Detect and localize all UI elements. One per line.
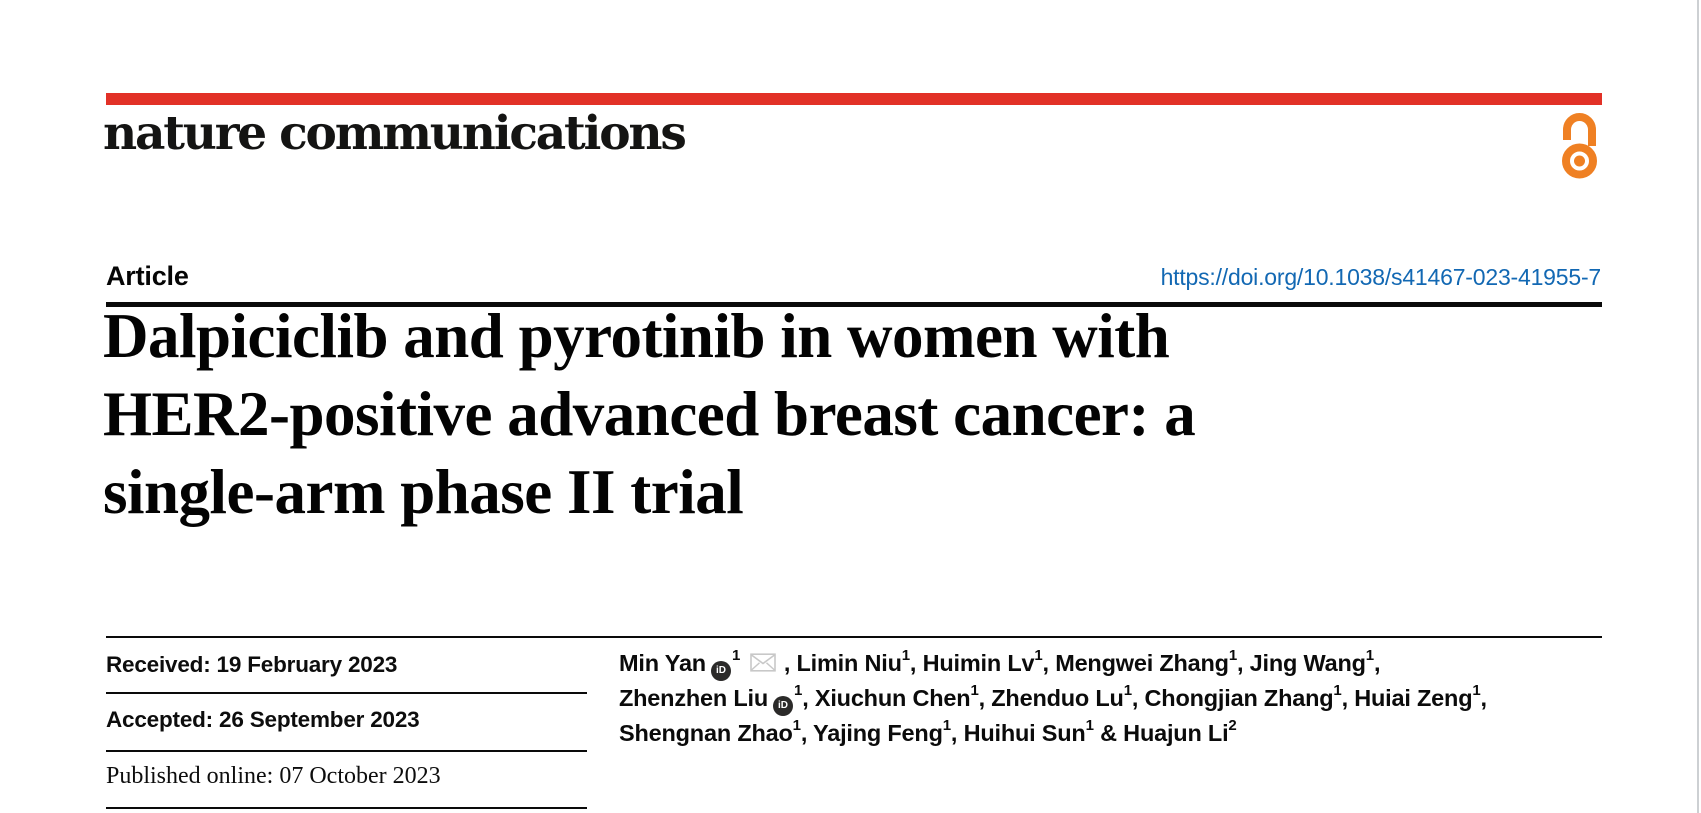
author-separator: , — [800, 720, 814, 746]
author-line: Min Yan iD1 , Limin Niu1, Huimin Lv1, Men… — [619, 646, 1619, 681]
affiliation-superscript: 1 — [1034, 647, 1043, 665]
affiliation-superscript: 1 — [1123, 682, 1132, 700]
title-line: single-arm phase II trial — [103, 457, 744, 527]
received-date: Received: 19 February 2023 — [106, 652, 398, 677]
accepted-date: Accepted: 26 September 2023 — [106, 707, 420, 732]
author-name: Zhenzhen Liu — [619, 685, 769, 711]
author-name: Jing Wang — [1249, 650, 1366, 676]
affiliation-superscript: 1 — [970, 682, 979, 700]
published-date: Published online: 07 October 2023 — [106, 763, 441, 789]
author-name: Zhenduo Lu — [991, 685, 1124, 711]
author-separator: , — [1042, 650, 1056, 676]
journal-wordmark: nature communications — [103, 106, 687, 161]
affiliation-superscript: 1 — [1085, 717, 1094, 735]
author-separator: , — [909, 650, 923, 676]
author-name: Min Yan — [619, 650, 706, 676]
author-name: Shengnan Zhao — [619, 720, 793, 746]
author-separator: , — [1237, 650, 1250, 676]
author-name: Yajing Feng — [813, 720, 943, 746]
affiliation-superscript: 1 — [731, 647, 741, 665]
author-name: Xiuchun Chen — [814, 685, 971, 711]
author-separator: , — [783, 650, 797, 676]
author-separator: , — [950, 720, 964, 746]
affiliation-superscript: 1 — [1472, 682, 1481, 700]
affiliation-superscript: 1 — [792, 717, 801, 735]
brand-bar — [106, 93, 1602, 105]
author-separator: , — [1480, 685, 1488, 711]
author-name: Huiai Zeng — [1354, 685, 1473, 711]
title-bottom-rule — [106, 636, 1602, 638]
author-separator: , — [802, 685, 815, 711]
title-line: HER2-positive advanced breast cancer: a — [103, 379, 1196, 449]
date-divider — [106, 692, 587, 694]
envelope-icon[interactable] — [750, 653, 777, 672]
author-separator: , — [1373, 650, 1381, 676]
affiliation-superscript: 1 — [942, 717, 951, 735]
open-access-padlock-icon — [1562, 113, 1597, 179]
header-rule — [106, 302, 1602, 307]
author-separator: , — [1341, 685, 1355, 711]
author-separator: , — [978, 685, 992, 711]
affiliation-superscript: 1 — [1365, 647, 1374, 665]
author-lines: Min Yan iD1 , Limin Niu1, Huimin Lv1, Men… — [619, 646, 1619, 751]
author-name: Mengwei Zhang — [1055, 650, 1229, 676]
orcid-id-icon[interactable]: iD — [710, 661, 731, 681]
affiliation-superscript: 2 — [1228, 717, 1237, 735]
affiliation-superscript: 1 — [794, 682, 803, 700]
author-name: Huimin Lv — [922, 650, 1035, 676]
affiliation-superscript: 1 — [1333, 682, 1342, 700]
date-divider — [106, 807, 587, 809]
date-divider — [106, 750, 587, 752]
author-name: Limin Niu — [796, 650, 902, 676]
doi-link[interactable]: https://doi.org/10.1038/s41467-023-41955… — [1160, 264, 1602, 290]
affiliation-superscript: 1 — [901, 647, 910, 665]
author-name: Chongjian Zhang — [1144, 685, 1334, 711]
affiliation-superscript: 1 — [1228, 647, 1237, 665]
author-line: Shengnan Zhao1, Yajing Feng1, Huihui Sun… — [619, 716, 1619, 751]
author-name: Huajun Li — [1123, 720, 1229, 746]
title-line: Dalpiciclib and pyrotinib in women with — [103, 301, 1170, 371]
author-name: Huihui Sun — [963, 720, 1086, 746]
page-edge-line — [1697, 0, 1699, 813]
author-line: Zhenzhen Liu iD1, Xiuchun Chen1, Zhenduo … — [619, 681, 1619, 716]
author-separator: & — [1093, 720, 1124, 746]
orcid-id-icon[interactable]: iD — [773, 696, 794, 716]
article-type-label: Article — [106, 261, 189, 291]
article-title: Dalpiciclib and pyrotinib in women with … — [103, 297, 1523, 531]
author-separator: , — [1131, 685, 1145, 711]
